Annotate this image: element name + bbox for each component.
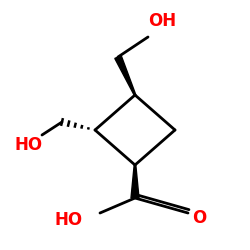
Text: OH: OH [148,12,176,30]
Text: O: O [192,209,206,227]
Polygon shape [115,56,136,95]
Text: HO: HO [15,136,43,154]
Polygon shape [131,165,139,198]
Text: HO: HO [55,211,83,229]
